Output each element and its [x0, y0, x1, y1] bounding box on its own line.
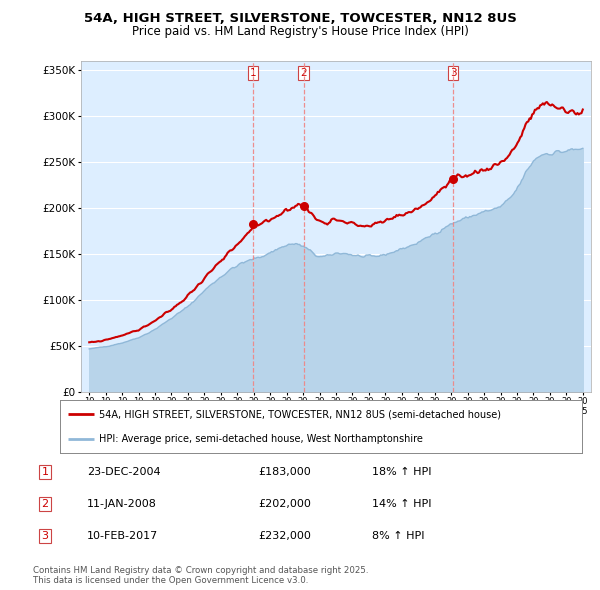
Text: 1: 1: [41, 467, 49, 477]
Text: 2: 2: [300, 68, 307, 78]
Text: Price paid vs. HM Land Registry's House Price Index (HPI): Price paid vs. HM Land Registry's House …: [131, 25, 469, 38]
Text: 11-JAN-2008: 11-JAN-2008: [87, 499, 157, 509]
Text: £183,000: £183,000: [258, 467, 311, 477]
Text: 14% ↑ HPI: 14% ↑ HPI: [372, 499, 431, 509]
Text: 3: 3: [41, 531, 49, 541]
Text: 54A, HIGH STREET, SILVERSTONE, TOWCESTER, NN12 8US: 54A, HIGH STREET, SILVERSTONE, TOWCESTER…: [83, 12, 517, 25]
Text: 23-DEC-2004: 23-DEC-2004: [87, 467, 161, 477]
Text: Contains HM Land Registry data © Crown copyright and database right 2025.
This d: Contains HM Land Registry data © Crown c…: [33, 566, 368, 585]
Text: £232,000: £232,000: [258, 531, 311, 541]
Text: £202,000: £202,000: [258, 499, 311, 509]
Text: 8% ↑ HPI: 8% ↑ HPI: [372, 531, 425, 541]
Text: 18% ↑ HPI: 18% ↑ HPI: [372, 467, 431, 477]
Text: 54A, HIGH STREET, SILVERSTONE, TOWCESTER, NN12 8US (semi-detached house): 54A, HIGH STREET, SILVERSTONE, TOWCESTER…: [99, 409, 501, 419]
Text: 10-FEB-2017: 10-FEB-2017: [87, 531, 158, 541]
Text: 1: 1: [250, 68, 257, 78]
Text: 3: 3: [449, 68, 456, 78]
Text: 2: 2: [41, 499, 49, 509]
Text: HPI: Average price, semi-detached house, West Northamptonshire: HPI: Average price, semi-detached house,…: [99, 434, 423, 444]
